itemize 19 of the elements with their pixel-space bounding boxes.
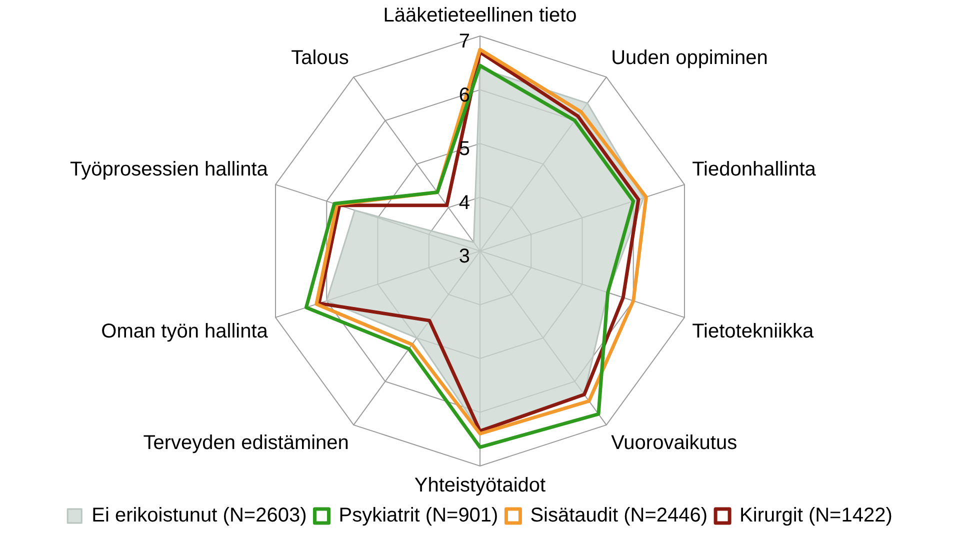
spoke-label: Lääketieteellinen tieto <box>383 4 577 27</box>
y-tick-label: 7 <box>458 30 470 53</box>
y-tick-label: 3 <box>458 246 470 268</box>
spoke-label: Uuden oppiminen <box>611 47 768 70</box>
spoke-label: Terveyden edistäminen <box>143 432 349 454</box>
spoke-label: Tietotekniikka <box>692 320 814 342</box>
spoke-label: Oman työn hallinta <box>101 320 269 342</box>
y-tick-label: 4 <box>458 192 470 214</box>
legend-label: Kirurgit (N=1422) <box>740 504 892 527</box>
y-tick-label: 6 <box>458 84 470 106</box>
spoke-label: Yhteistyötaidot <box>414 474 546 497</box>
spoke-label: Työprosessien hallinta <box>70 158 269 181</box>
spoke-label: Vuorovaikutus <box>611 432 738 454</box>
legend-label: Sisätaudit (N=2446) <box>530 504 708 527</box>
spoke-label: Tiedonhallinta <box>692 158 817 181</box>
legend-label: Ei erikoistunut (N=2603) <box>92 504 307 527</box>
y-tick-label: 5 <box>458 138 470 160</box>
legend-label: Psykiatrit (N=901) <box>338 504 498 527</box>
spoke-label: Talous <box>291 47 349 70</box>
